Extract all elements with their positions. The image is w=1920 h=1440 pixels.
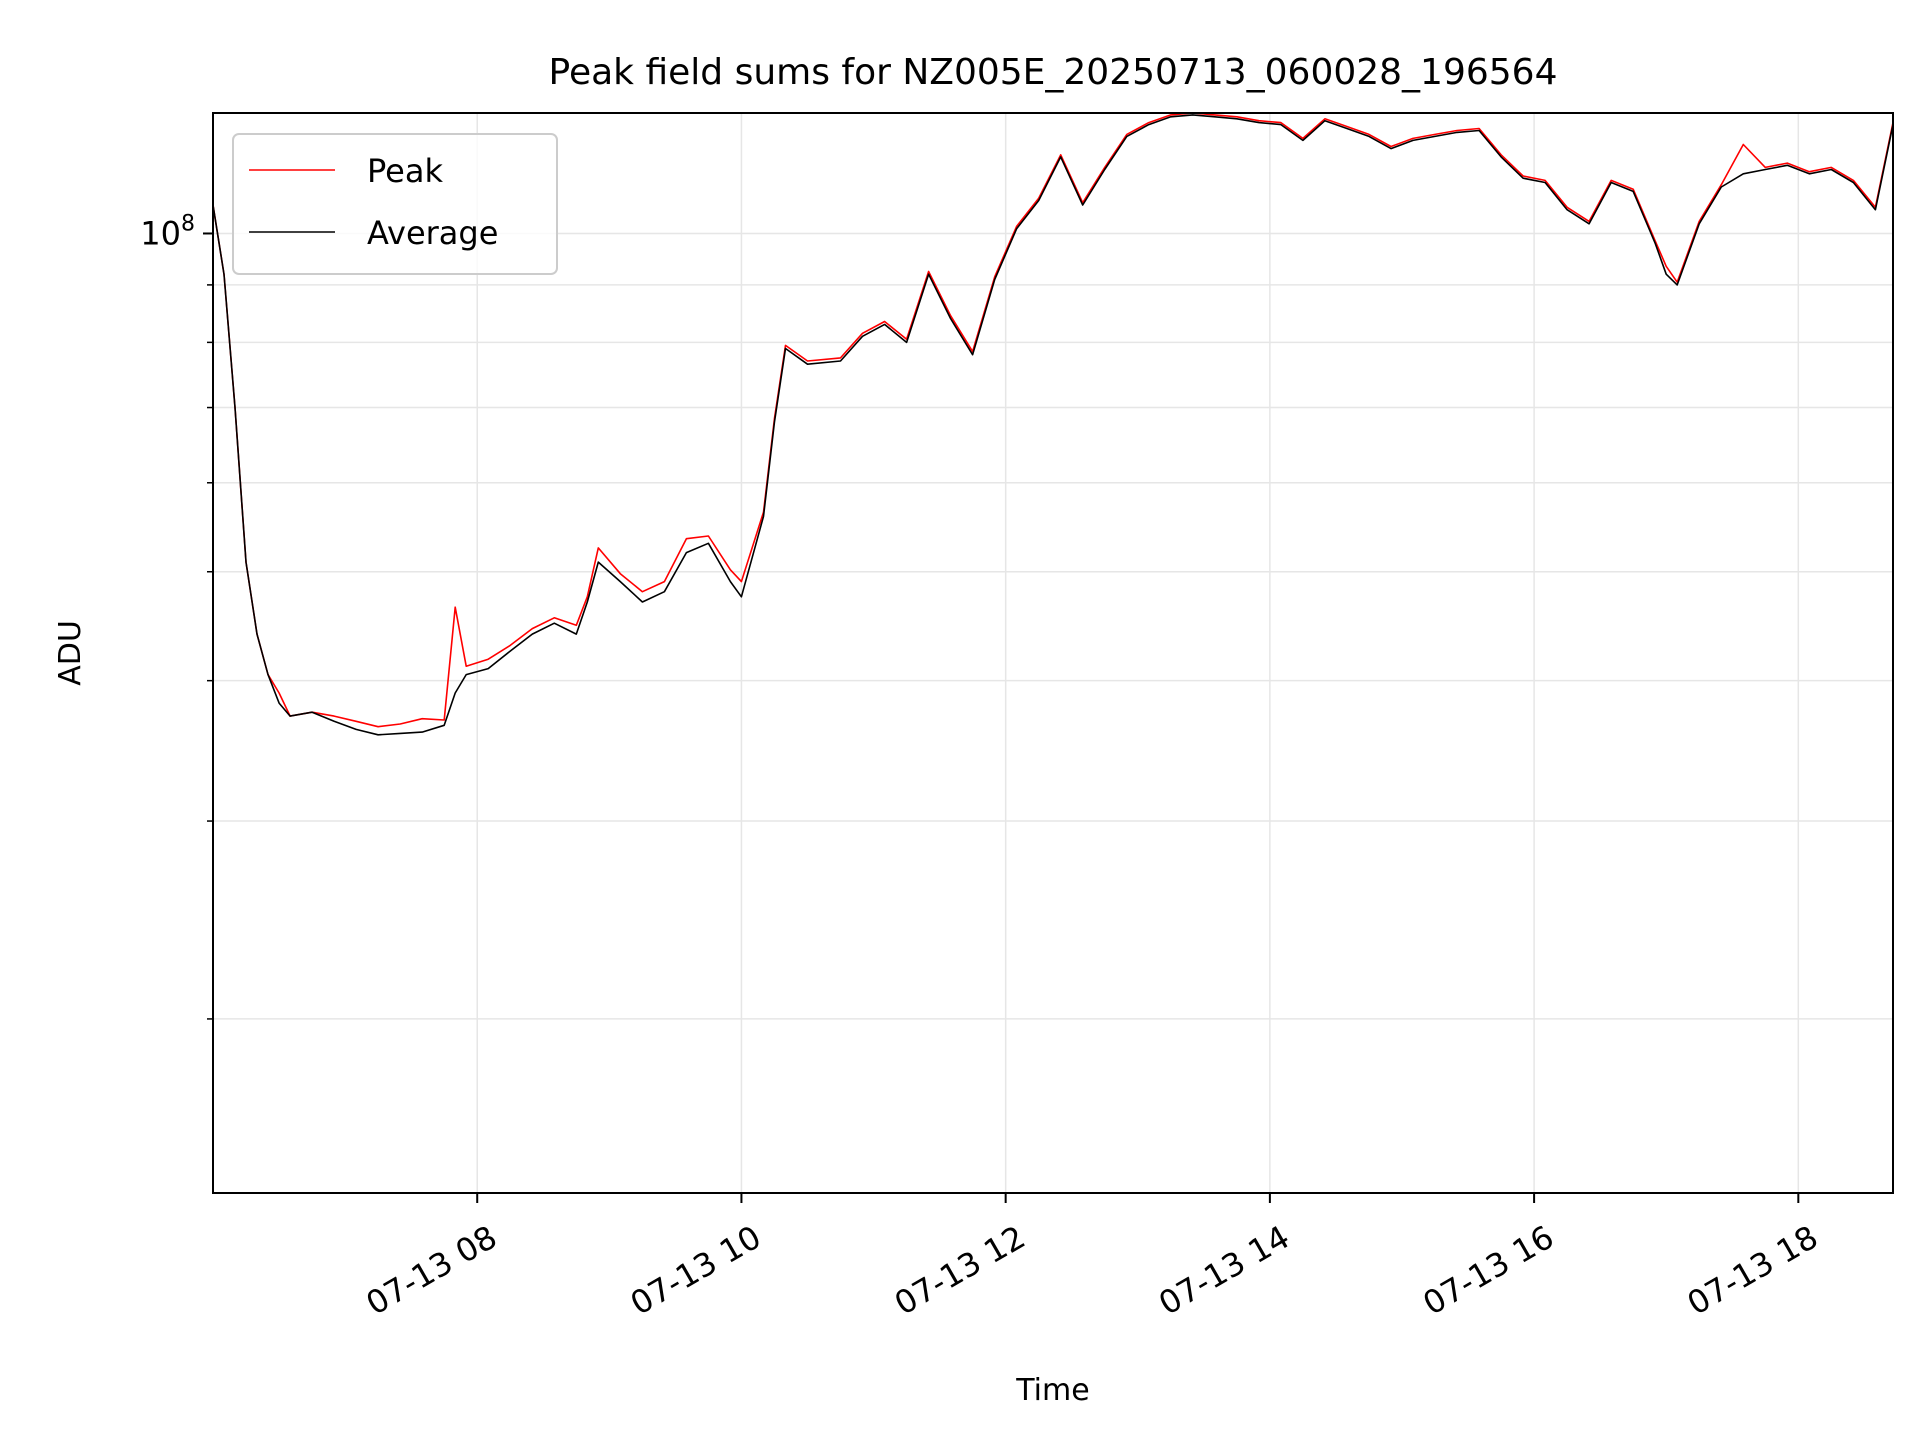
legend: Peak Average xyxy=(232,133,558,275)
y-axis-label: ADU xyxy=(53,620,88,686)
series-average-line xyxy=(212,114,1894,736)
x-axis-label: Time xyxy=(1015,1373,1089,1408)
series-lines xyxy=(212,112,1894,736)
series-peak-line xyxy=(212,112,1894,728)
legend-peak-label: Peak xyxy=(367,152,443,190)
legend-box xyxy=(232,133,558,275)
legend-average-label: Average xyxy=(367,214,498,252)
grid-lines xyxy=(213,113,1893,1193)
y-tick-label: 108 xyxy=(140,211,195,252)
chart-title: Peak field sums for NZ005E_20250713_0600… xyxy=(549,52,1558,93)
plot-frame xyxy=(212,112,1894,1194)
